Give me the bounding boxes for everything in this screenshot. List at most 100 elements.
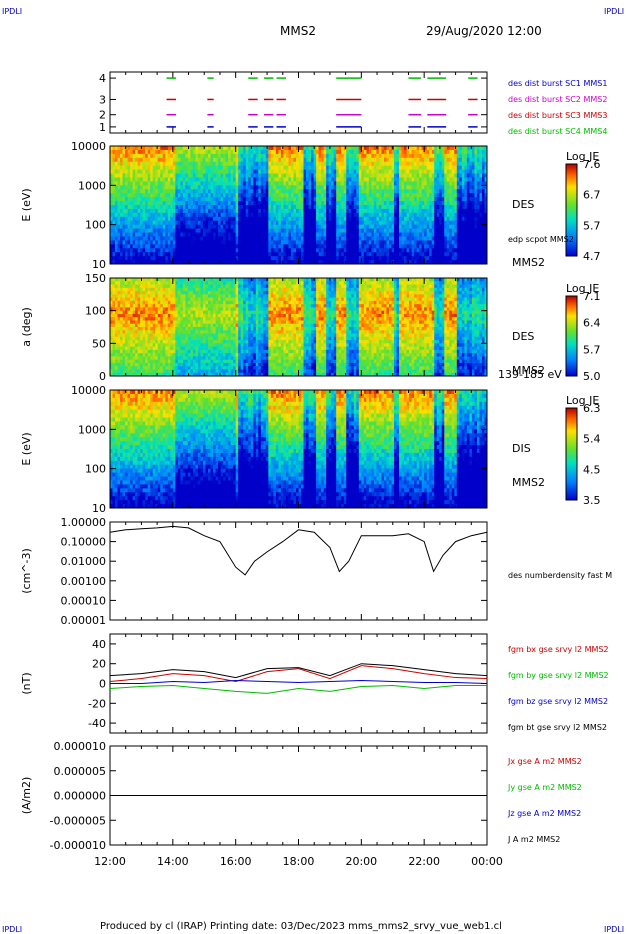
- heatmap-cell: [228, 248, 232, 253]
- heatmap-cell: [117, 181, 121, 186]
- heatmap-cell: [152, 260, 156, 265]
- heatmap-cell: [120, 208, 124, 214]
- heatmap-cell: [182, 256, 186, 261]
- heatmap-cell: [112, 173, 116, 178]
- heatmap-cell: [273, 256, 277, 261]
- heatmap-cell: [200, 244, 204, 249]
- heatmap-cell: [145, 216, 149, 222]
- heatmap-cell: [280, 236, 284, 241]
- heatmap-cell: [170, 224, 174, 230]
- heatmap-cell: [175, 205, 179, 210]
- heatmap-cell: [127, 185, 131, 190]
- heatmap-cell: [283, 201, 287, 206]
- heatmap-cell: [175, 149, 179, 155]
- heatmap-cell: [280, 169, 284, 175]
- heatmap-cell: [208, 193, 212, 198]
- heatmap-cell: [172, 256, 176, 261]
- heatmap-cell: [115, 189, 119, 194]
- heatmap-cell: [152, 149, 156, 155]
- heatmap-cell: [185, 197, 189, 202]
- heatmap-cell: [218, 228, 222, 234]
- heatmap-cell: [142, 228, 146, 234]
- heatmap-cell: [263, 177, 267, 182]
- heatmap-cell: [150, 252, 154, 257]
- heatmap-cell: [253, 197, 257, 202]
- heatmap-cell: [192, 177, 196, 182]
- heatmap-cell: [152, 228, 156, 234]
- heatmap-cell: [200, 224, 204, 230]
- heatmap-cell: [225, 185, 229, 190]
- heatmap-cell: [182, 201, 186, 206]
- heatmap-cell: [258, 201, 262, 206]
- heatmap-cell: [165, 173, 169, 178]
- heatmap-cell: [238, 181, 242, 186]
- heatmap-cell: [265, 181, 269, 186]
- heatmap-cell: [255, 228, 259, 234]
- heatmap-cell: [275, 256, 279, 261]
- heatmap-cell: [172, 212, 176, 218]
- heatmap-cell: [235, 236, 239, 241]
- heatmap-cell: [205, 173, 209, 178]
- heatmap-cell: [150, 146, 154, 151]
- heatmap-cell: [233, 169, 237, 175]
- heatmap-cell: [223, 256, 227, 261]
- heatmap-cell: [180, 228, 184, 234]
- heatmap-cell: [233, 173, 237, 178]
- heatmap-cell: [190, 173, 194, 178]
- heatmap-cell: [127, 224, 131, 230]
- heatmap-cell: [248, 220, 252, 226]
- heatmap-cell: [170, 153, 174, 159]
- heatmap-cell: [273, 181, 277, 186]
- heatmap-cell: [210, 177, 214, 182]
- heatmap-cell: [182, 157, 186, 163]
- heatmap-cell: [268, 208, 272, 214]
- heatmap-cell: [223, 208, 227, 214]
- heatmap-cell: [213, 232, 217, 237]
- heatmap-cell: [145, 201, 149, 206]
- heatmap-cell: [117, 212, 121, 218]
- heatmap-cell: [255, 201, 259, 206]
- heatmap-cell: [202, 208, 207, 214]
- heatmap-cell: [195, 212, 199, 218]
- heatmap-cell: [152, 189, 156, 194]
- heatmap-cell: [235, 146, 239, 151]
- heatmap-cell: [110, 177, 114, 182]
- heatmap-cell: [270, 260, 274, 265]
- heatmap-cell: [125, 208, 129, 214]
- heatmap-cell: [110, 157, 114, 163]
- heatmap-cell: [258, 177, 262, 182]
- heatmap-cell: [278, 208, 282, 214]
- heatmap-cell: [162, 205, 166, 210]
- heatmap-cell: [190, 256, 194, 261]
- heatmap-cell: [275, 220, 279, 226]
- heatmap-cell: [195, 161, 199, 167]
- heatmap-cell: [160, 153, 164, 159]
- heatmap-cell: [250, 216, 254, 222]
- heatmap-cell: [177, 185, 181, 190]
- heatmap-cell: [122, 201, 126, 206]
- heatmap-cell: [225, 240, 229, 245]
- heatmap-cell: [170, 248, 174, 253]
- heatmap-cell: [240, 157, 244, 163]
- heatmap-cell: [213, 177, 217, 182]
- heatmap-cell: [187, 216, 191, 222]
- heatmap-cell: [202, 181, 207, 186]
- heatmap-cell: [197, 220, 201, 226]
- heatmap-cell: [233, 165, 237, 171]
- heatmap-cell: [280, 252, 284, 257]
- heatmap-cell: [187, 212, 191, 218]
- heatmap-cell: [155, 244, 159, 249]
- heatmap-cell: [132, 256, 136, 261]
- heatmap-cell: [253, 252, 257, 257]
- heatmap-cell: [248, 252, 252, 257]
- heatmap-cell: [177, 205, 181, 210]
- heatmap-cell: [270, 161, 274, 167]
- heatmap-cell: [182, 173, 186, 178]
- heatmap-cell: [230, 153, 234, 159]
- heatmap-cell: [233, 205, 237, 210]
- heatmap-cell: [278, 201, 282, 206]
- heatmap-cell: [165, 224, 169, 230]
- heatmap-cell: [225, 197, 229, 202]
- heatmap-cell: [263, 240, 267, 245]
- heatmap-cell: [122, 256, 126, 261]
